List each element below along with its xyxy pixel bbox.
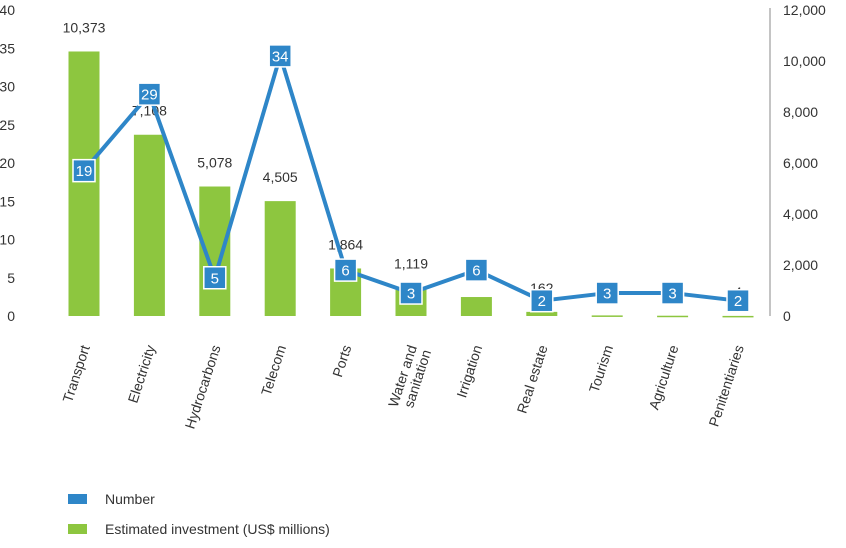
category-label-line: Electricity bbox=[125, 343, 159, 405]
number-marker bbox=[464, 258, 489, 282]
number-marker-label: 19 bbox=[76, 163, 93, 180]
left-tick-label: 40 bbox=[0, 2, 15, 18]
category-label: Hydrocarbons bbox=[182, 343, 224, 431]
category-label: Irrigation bbox=[453, 343, 485, 400]
number-marker-label: 2 bbox=[538, 293, 546, 310]
right-tick-label: 4,000 bbox=[783, 206, 818, 222]
category-label-line: Irrigation bbox=[453, 343, 485, 400]
investment-bar bbox=[460, 297, 492, 316]
number-marker-label: 3 bbox=[603, 286, 611, 303]
left-tick-label: 10 bbox=[0, 232, 15, 248]
investment-data-label: 10,373 bbox=[63, 19, 106, 35]
number-marker-label: 6 bbox=[472, 263, 480, 280]
number-marker bbox=[726, 288, 750, 313]
legend-swatch-investment bbox=[68, 524, 87, 534]
category-label-line: Tourism bbox=[586, 343, 616, 395]
legend-item-investment: Estimated investment (US$ millions) bbox=[68, 518, 330, 540]
category-label-line: Penitentiaries bbox=[705, 343, 746, 429]
legend-swatch-number bbox=[68, 494, 87, 504]
right-tick-label: 6,000 bbox=[783, 155, 818, 171]
number-marker-label: 34 bbox=[272, 48, 289, 65]
right-tick-label: 8,000 bbox=[783, 104, 818, 120]
investment-bar bbox=[68, 51, 100, 317]
number-marker bbox=[530, 288, 554, 313]
number-marker bbox=[203, 266, 227, 290]
category-label: Agriculture bbox=[646, 343, 682, 412]
right-axis: 0 2,000 4,000 6,000 8,000 10,000 12,000 bbox=[769, 2, 826, 324]
investment-bar bbox=[133, 134, 165, 316]
legend: Number Estimated investment (US$ million… bbox=[68, 488, 330, 548]
number-marker-label: 3 bbox=[407, 286, 415, 303]
category-label: Transport bbox=[59, 343, 93, 405]
category-labels: Transport Electricity Hydrocarbons Telecom P… bbox=[59, 343, 747, 431]
number-marker bbox=[660, 281, 685, 305]
left-axis: 0 5 10 15 20 25 30 35 40 bbox=[0, 2, 15, 324]
number-marker-label: 6 bbox=[341, 263, 349, 280]
investment-data-label: 1,864 bbox=[328, 236, 363, 252]
investment-data-label: 4,505 bbox=[263, 169, 298, 185]
left-tick-label: 20 bbox=[0, 155, 15, 171]
investment-bars bbox=[68, 51, 754, 318]
investment-bar bbox=[526, 311, 558, 316]
number-marker-label: 29 bbox=[141, 87, 158, 104]
left-tick-label: 30 bbox=[0, 79, 15, 95]
right-tick-label: 12,000 bbox=[783, 2, 826, 18]
category-label: Electricity bbox=[125, 343, 159, 405]
legend-item-number: Number bbox=[68, 488, 330, 510]
investment-bar bbox=[264, 201, 296, 316]
investment-bar bbox=[722, 315, 754, 318]
number-marker bbox=[137, 82, 162, 106]
right-tick-label: 0 bbox=[783, 308, 791, 324]
number-marker bbox=[72, 158, 96, 183]
category-label-line: Real estate bbox=[514, 343, 551, 416]
investment-data-label: 5,078 bbox=[197, 155, 232, 171]
left-tick-label: 0 bbox=[7, 308, 15, 324]
legend-label-investment: Estimated investment (US$ millions) bbox=[105, 521, 330, 537]
left-tick-label: 25 bbox=[0, 117, 15, 133]
number-marker bbox=[595, 281, 619, 305]
category-label-line: Agriculture bbox=[646, 343, 682, 412]
number-marker-label: 5 bbox=[211, 270, 219, 287]
number-marker-label: 2 bbox=[734, 293, 742, 310]
category-label-line: Hydrocarbons bbox=[182, 343, 224, 431]
number-marker bbox=[333, 258, 358, 282]
number-marker bbox=[268, 44, 292, 68]
investment-bar bbox=[591, 315, 623, 317]
investment-data-label: 1,119 bbox=[394, 255, 428, 271]
left-tick-label: 5 bbox=[7, 270, 15, 286]
category-label: Telecom bbox=[258, 343, 289, 398]
number-marker-label: 3 bbox=[668, 286, 676, 303]
category-label: Real estate bbox=[514, 343, 551, 416]
right-tick-label: 10,000 bbox=[783, 53, 826, 69]
category-label: Ports bbox=[329, 343, 354, 379]
investment-bar bbox=[657, 315, 689, 318]
right-tick-label: 2,000 bbox=[783, 257, 818, 273]
left-tick-label: 15 bbox=[0, 193, 15, 209]
category-label: Penitentiaries bbox=[705, 343, 746, 429]
category-label-line: Ports bbox=[329, 343, 354, 379]
category-label: Tourism bbox=[586, 343, 616, 395]
category-label-line: Transport bbox=[59, 343, 93, 405]
category-label: Water andsanitation bbox=[385, 343, 434, 414]
left-tick-label: 35 bbox=[0, 40, 15, 56]
category-label-line: Telecom bbox=[258, 343, 289, 398]
legend-label-number: Number bbox=[105, 491, 155, 507]
number-marker bbox=[399, 281, 423, 305]
